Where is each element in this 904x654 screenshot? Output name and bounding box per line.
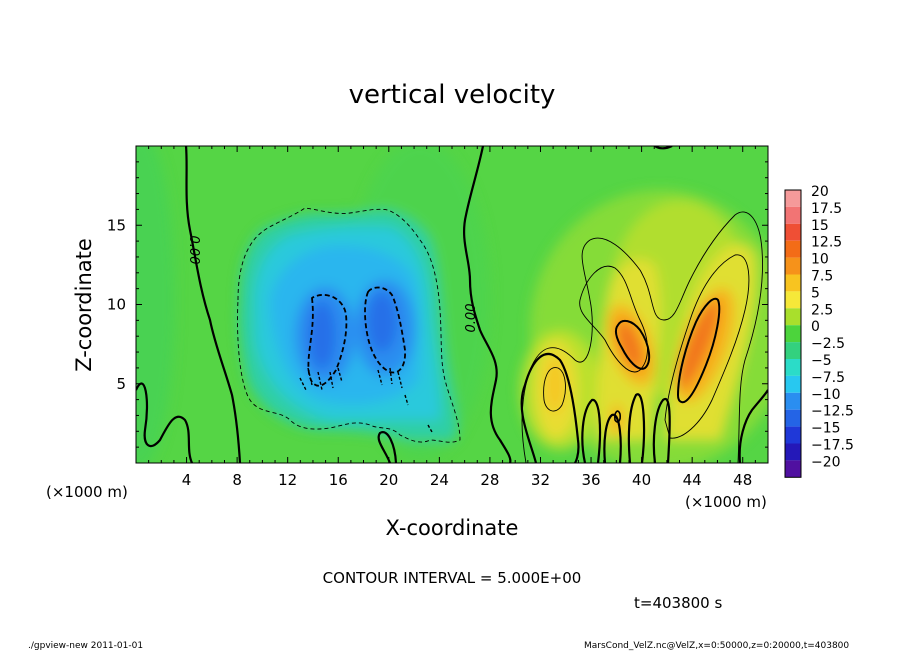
- x-ticks: 4 8 12 16 20 24 28 32 36 40 44 48: [148, 146, 756, 489]
- x-unit-label-left: (×1000 m): [46, 483, 128, 501]
- colorbar-label: 0: [811, 319, 820, 335]
- x-tick-label: 4: [182, 471, 192, 489]
- colorbar-swatch: [785, 342, 801, 359]
- colorbar-swatch: [785, 409, 801, 427]
- contour-label-left: 0.00: [186, 236, 201, 265]
- plot-area: 0.00 0.00: [136, 146, 768, 463]
- contour-lines: [136, 146, 768, 463]
- colorbar-label: −12.5: [811, 404, 854, 420]
- colorbar-swatch: [785, 240, 801, 258]
- colorbar-swatch: [785, 291, 801, 309]
- footer-right: MarsCond_VelZ.nc@VelZ,x=0:50000,z=0:2000…: [584, 641, 850, 651]
- colorbar-label: 15: [811, 218, 829, 234]
- colorbar-swatch: [785, 190, 801, 207]
- colorbar-swatch: [785, 223, 801, 241]
- y-tick-label: 10: [107, 296, 126, 314]
- x-tick-label: 20: [379, 471, 398, 489]
- colorbar-swatch: [785, 325, 801, 343]
- x-tick-label: 36: [581, 471, 600, 489]
- colorbar-label: −20: [811, 454, 841, 470]
- colorbar-label: −2.5: [811, 336, 845, 352]
- colorbar-frame: [784, 189, 802, 478]
- y-tick-label: 15: [107, 216, 126, 234]
- y-ticks: 5 10 15: [107, 161, 768, 448]
- colorbar-label: 7.5: [811, 269, 833, 285]
- colorbar: 2017.51512.5107.552.50−2.5−5−7.5−10−12.5…: [784, 184, 854, 478]
- colorbar-swatch: [785, 375, 801, 393]
- footer-left: ./gpview-new 2011-01-01: [28, 641, 144, 651]
- colorbar-swatch: [785, 359, 801, 376]
- colorbar-label: 17.5: [811, 201, 842, 217]
- colorbar-label: 10: [811, 252, 829, 268]
- x-axis-label: X-coordinate: [386, 516, 519, 540]
- y-axis-label: Z-coordinate: [72, 238, 96, 372]
- y-tick-label: 5: [116, 375, 126, 393]
- x-tick-label: 16: [329, 471, 348, 489]
- x-tick-label: 40: [632, 471, 651, 489]
- colorbar-label: −17.5: [811, 438, 854, 454]
- colorbar-label: −10: [811, 387, 841, 403]
- colorbar-swatch: [785, 274, 801, 292]
- colorbar-swatch: [785, 206, 801, 224]
- colorbar-swatch: [785, 443, 801, 461]
- colorbar-label: −7.5: [811, 370, 845, 386]
- x-tick-label: 48: [733, 471, 752, 489]
- colorbar-label: −5: [811, 353, 832, 369]
- x-tick-label: 28: [480, 471, 499, 489]
- colorbar-swatch: [785, 392, 801, 410]
- colorbar-label: 20: [811, 184, 829, 200]
- x-tick-label: 32: [531, 471, 550, 489]
- colorbar-swatch: [785, 257, 801, 275]
- colorbar-label: 12.5: [811, 235, 842, 251]
- chart-title: vertical velocity: [349, 80, 556, 110]
- x-tick-label: 12: [278, 471, 297, 489]
- x-tick-label: 44: [683, 471, 702, 489]
- colorbar-label: −15: [811, 421, 841, 437]
- time-label: t=403800 s: [634, 594, 722, 612]
- contour-label-right: 0.00: [464, 304, 479, 333]
- x-tick-label: 24: [430, 471, 449, 489]
- colorbar-swatch: [785, 308, 801, 326]
- colorbar-label: 5: [811, 285, 820, 301]
- contour-interval-text: CONTOUR INTERVAL = 5.000E+00: [323, 569, 582, 587]
- x-unit-label-right: (×1000 m): [685, 493, 767, 511]
- colorbar-swatch: [785, 460, 801, 478]
- colorbar-swatch: [785, 426, 801, 444]
- x-tick-label: 8: [232, 471, 242, 489]
- colorbar-label: 2.5: [811, 302, 833, 318]
